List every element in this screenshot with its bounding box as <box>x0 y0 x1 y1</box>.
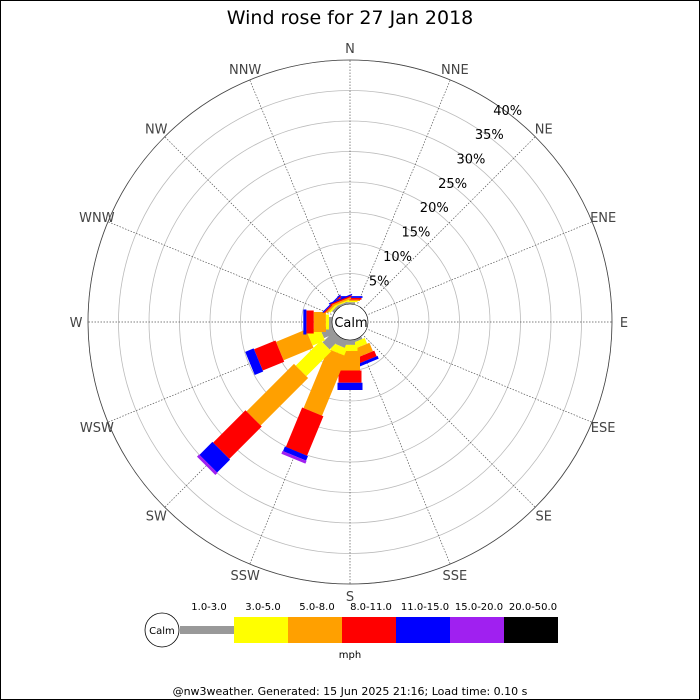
direction-label-s: S <box>346 590 354 605</box>
direction-label-w: W <box>70 316 83 331</box>
bar-ssw-11.0-15.0 <box>283 446 308 461</box>
spoke-nnw <box>249 79 343 304</box>
percent-label-2: 10% <box>383 250 412 265</box>
bar-sw-1.0-3.0 <box>322 331 341 350</box>
percent-label-7: 35% <box>475 128 504 143</box>
bar-sw-15.0-20.0 <box>196 454 218 476</box>
legend-swatch-20.0-50.0 <box>504 617 558 643</box>
ring-2 <box>270 242 430 402</box>
direction-label-wsw: WSW <box>80 421 114 436</box>
direction-label-e: E <box>620 316 628 331</box>
percent-label-1: 5% <box>369 274 390 289</box>
bar-nnw-8.0-11.0 <box>330 295 352 306</box>
legend-label-3.0-5.0: 3.0-5.0 <box>245 602 280 613</box>
spoke-ene <box>368 221 593 315</box>
percent-label-5: 25% <box>438 177 467 192</box>
percent-label-8: 40% <box>493 104 522 119</box>
bar-sw-8.0-11.0 <box>213 410 262 459</box>
bar-ssw-5.0-8.0 <box>303 348 347 416</box>
bar-w-8.0-11.0 <box>306 310 314 334</box>
direction-label-sw: SW <box>146 510 167 525</box>
bar-nnw-1.0-3.0 <box>337 301 348 308</box>
legend-label-5.0-8.0: 5.0-8.0 <box>299 602 334 613</box>
bar-w-11.0-15.0 <box>303 309 307 335</box>
bar-wsw-8.0-11.0 <box>254 340 285 371</box>
bar-s-8.0-11.0 <box>338 370 362 383</box>
percent-label-4: 20% <box>420 201 449 216</box>
calm-circle <box>331 303 369 341</box>
bar-s-1.0-3.0 <box>345 340 355 345</box>
chart-title: Wind rose for 27 Jan 2018 <box>227 7 474 29</box>
legend-label-8.0-11.0: 8.0-11.0 <box>350 602 392 613</box>
footer-text: @nw3weather. Generated: 15 Jun 2025 21:1… <box>173 685 528 698</box>
bar-sw-3.0-5.0 <box>295 340 332 377</box>
direction-label-ssw: SSW <box>230 569 260 584</box>
bar-sw-5.0-8.0 <box>246 363 309 426</box>
ring-3 <box>240 212 460 432</box>
bar-sse-11.0-15.0 <box>354 355 379 369</box>
spoke-nw <box>164 136 337 309</box>
legend-swatch-3.0-5.0 <box>234 617 288 643</box>
spoke-nne <box>357 79 451 304</box>
bar-sw-11.0-15.0 <box>199 441 231 473</box>
bar-w-3.0-5.0 <box>325 314 329 330</box>
legend-swatch-8.0-11.0 <box>342 617 396 643</box>
legend-calm-circle <box>144 612 180 648</box>
direction-label-se: SE <box>536 510 552 525</box>
spoke-se <box>363 335 536 508</box>
direction-label-ese: ESE <box>591 421 616 436</box>
spoke-sse <box>357 340 451 565</box>
wind-bars <box>196 293 379 476</box>
direction-labels: N NNE NE ENE E ESE SE SSE S SSW SW WSW W WNW NW NNW <box>70 42 629 605</box>
bar-ssw-8.0-11.0 <box>285 407 324 456</box>
bar-nnw-11.0-15.0 <box>328 293 353 305</box>
calm-label: Calm <box>334 316 367 331</box>
direction-label-nw: NW <box>145 122 168 137</box>
legend-units: mph <box>339 650 361 661</box>
speed-legend: Calm 1.0-3.0 3.0-5.0 5.0-8.0 8.0-11.0 11.0-1… <box>144 602 558 661</box>
direction-label-n: N <box>345 42 355 57</box>
percent-labels: 5% 10% 15% 20% 25% 30% 35% 40% <box>369 104 522 290</box>
percent-label-3: 15% <box>401 226 430 241</box>
legend-swatch-15.0-20.0 <box>450 617 504 643</box>
bar-w-1.0-3.0 <box>328 317 332 327</box>
legend-calm-label: Calm <box>149 626 175 637</box>
outer-ring <box>87 59 613 585</box>
spoke-ese <box>368 329 593 423</box>
legend-swatch-11.0-15.0 <box>396 617 450 643</box>
direction-label-sse: SSE <box>442 569 467 584</box>
percent-label-6: 30% <box>457 152 486 167</box>
bar-w-5.0-8.0 <box>313 312 326 332</box>
bar-nnw-5.0-8.0 <box>332 297 352 307</box>
spoke-ne <box>363 136 536 309</box>
bar-nnw-3.0-5.0 <box>335 299 350 307</box>
direction-label-nnw: NNW <box>229 63 261 78</box>
legend-label-1.0-3.0: 1.0-3.0 <box>191 602 226 613</box>
bar-wsw-5.0-8.0 <box>276 329 314 361</box>
legend-swatch-5.0-8.0 <box>288 617 342 643</box>
legend-label-15.0-20.0: 15.0-20.0 <box>455 602 503 613</box>
direction-label-ne: NE <box>535 122 553 137</box>
bar-wsw-11.0-15.0 <box>245 348 264 375</box>
spoke-wnw <box>107 221 332 315</box>
direction-label-nne: NNE <box>441 63 469 78</box>
legend-swatch-1.0-3.0 <box>180 626 234 634</box>
bar-ssw-3.0-5.0 <box>330 343 348 356</box>
legend-label-20.0-50.0: 20.0-50.0 <box>509 602 557 613</box>
direction-label-wnw: WNW <box>79 211 115 226</box>
bar-ssw-15.0-20.0 <box>281 450 307 464</box>
bar-s-5.0-8.0 <box>340 350 360 371</box>
legend-label-11.0-15.0: 11.0-15.0 <box>401 602 449 613</box>
direction-label-ene: ENE <box>590 211 616 226</box>
bar-s-11.0-15.0 <box>337 382 363 391</box>
